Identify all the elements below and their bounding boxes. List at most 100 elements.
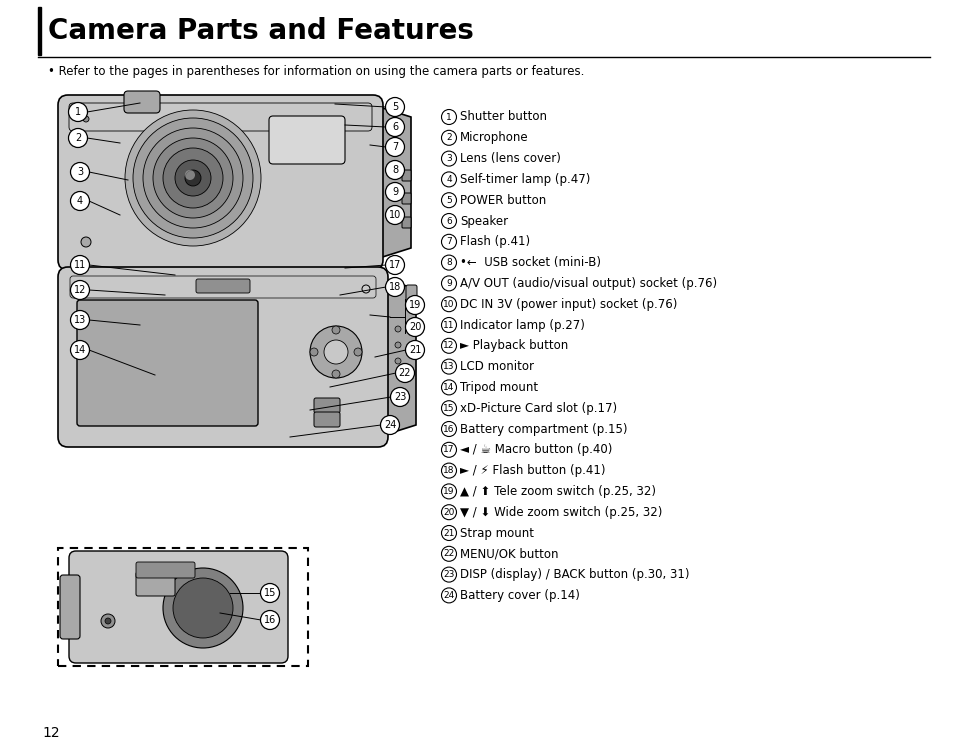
Circle shape [71, 310, 90, 329]
Text: 20: 20 [409, 322, 420, 332]
Circle shape [441, 547, 456, 561]
Text: 13: 13 [73, 315, 86, 325]
Circle shape [385, 205, 404, 224]
Text: 15: 15 [264, 588, 276, 598]
FancyBboxPatch shape [58, 95, 382, 270]
Text: 8: 8 [392, 165, 397, 175]
Text: 5: 5 [446, 196, 452, 205]
Text: xD-Picture Card slot (p.17): xD-Picture Card slot (p.17) [459, 402, 617, 414]
FancyBboxPatch shape [401, 217, 411, 228]
Circle shape [83, 116, 89, 122]
Circle shape [385, 97, 404, 116]
Text: Battery cover (p.14): Battery cover (p.14) [459, 589, 579, 602]
FancyBboxPatch shape [69, 551, 288, 663]
Circle shape [71, 255, 90, 275]
Circle shape [380, 415, 399, 434]
Circle shape [441, 214, 456, 229]
Circle shape [185, 170, 201, 186]
FancyBboxPatch shape [195, 279, 250, 293]
Circle shape [441, 359, 456, 374]
FancyBboxPatch shape [124, 91, 160, 113]
Circle shape [260, 584, 279, 602]
Text: 13: 13 [443, 362, 455, 371]
Circle shape [395, 342, 400, 348]
Text: 3: 3 [446, 154, 452, 163]
Circle shape [395, 358, 400, 364]
Circle shape [310, 348, 317, 356]
Circle shape [441, 504, 456, 519]
Text: 12: 12 [443, 341, 455, 350]
Bar [58, 548, 308, 666]
Circle shape [361, 285, 370, 293]
Text: ▼ / ⬇ Wide zoom switch (p.25, 32): ▼ / ⬇ Wide zoom switch (p.25, 32) [459, 506, 661, 519]
Text: LCD monitor: LCD monitor [459, 360, 534, 373]
Circle shape [385, 278, 404, 297]
Circle shape [405, 341, 424, 359]
Circle shape [354, 348, 361, 356]
Circle shape [405, 295, 424, 315]
Bar [38, 7, 41, 55]
FancyBboxPatch shape [401, 170, 411, 181]
Text: 12: 12 [42, 726, 59, 740]
Text: 1: 1 [446, 112, 452, 122]
Text: 22: 22 [443, 550, 455, 558]
Circle shape [385, 137, 404, 156]
Text: Battery compartment (p.15): Battery compartment (p.15) [459, 423, 627, 436]
Text: 6: 6 [446, 217, 452, 226]
Circle shape [324, 340, 348, 364]
Text: 12: 12 [73, 285, 86, 295]
Text: MENU/OK button: MENU/OK button [459, 547, 558, 560]
Circle shape [441, 172, 456, 187]
Circle shape [332, 370, 339, 378]
Circle shape [441, 276, 456, 291]
FancyBboxPatch shape [401, 193, 411, 204]
Circle shape [390, 121, 395, 125]
Circle shape [390, 138, 395, 143]
Text: 16: 16 [264, 615, 275, 625]
Text: 10: 10 [443, 300, 455, 309]
Circle shape [143, 128, 243, 228]
Text: 5: 5 [392, 102, 397, 112]
Text: •←  USB socket (mini-B): •← USB socket (mini-B) [459, 256, 600, 269]
Circle shape [101, 614, 115, 628]
FancyBboxPatch shape [69, 103, 372, 131]
Text: 21: 21 [443, 528, 455, 538]
Circle shape [69, 128, 88, 147]
Circle shape [390, 130, 395, 134]
Text: Strap mount: Strap mount [459, 526, 534, 540]
Circle shape [385, 118, 404, 137]
Circle shape [441, 588, 456, 603]
Text: A/V OUT (audio/visual output) socket (p.76): A/V OUT (audio/visual output) socket (p.… [459, 277, 717, 290]
Circle shape [385, 255, 404, 275]
Text: 15: 15 [443, 404, 455, 413]
Text: 19: 19 [443, 487, 455, 496]
Text: ▲ / ⬆ Tele zoom switch (p.25, 32): ▲ / ⬆ Tele zoom switch (p.25, 32) [459, 485, 656, 498]
Circle shape [71, 162, 90, 181]
Circle shape [441, 463, 456, 478]
FancyBboxPatch shape [406, 285, 416, 309]
Circle shape [260, 611, 279, 630]
Text: ► Playback button: ► Playback button [459, 339, 568, 353]
Text: 18: 18 [443, 466, 455, 475]
Circle shape [81, 237, 91, 247]
Circle shape [332, 326, 339, 334]
Circle shape [69, 103, 88, 122]
FancyBboxPatch shape [60, 575, 80, 639]
Circle shape [163, 568, 243, 648]
Text: ► / ⚡ Flash button (p.41): ► / ⚡ Flash button (p.41) [459, 464, 605, 477]
Text: 17: 17 [443, 445, 455, 455]
Circle shape [441, 442, 456, 458]
Text: 23: 23 [394, 392, 406, 402]
Text: 4: 4 [446, 175, 452, 184]
Circle shape [405, 318, 424, 337]
Circle shape [310, 326, 361, 378]
Circle shape [441, 338, 456, 353]
Text: 7: 7 [446, 237, 452, 246]
Text: 9: 9 [446, 279, 452, 288]
Text: 2: 2 [74, 133, 81, 143]
Circle shape [174, 160, 211, 196]
Text: DC IN 3V (power input) socket (p.76): DC IN 3V (power input) socket (p.76) [459, 297, 677, 311]
Text: 4: 4 [77, 196, 83, 206]
Circle shape [441, 525, 456, 541]
Circle shape [441, 131, 456, 145]
